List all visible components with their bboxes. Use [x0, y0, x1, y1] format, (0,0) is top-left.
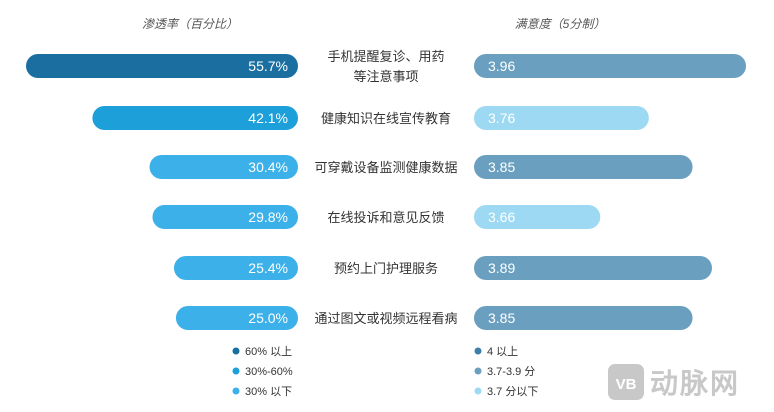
right-bar: [474, 306, 693, 330]
right-bar-value-label: 3.76: [488, 110, 515, 126]
category-label: 预约上门护理服务: [334, 261, 438, 276]
category-label: 健康知识在线宣传教育: [321, 111, 451, 126]
legend-label: 3.7-3.9 分: [487, 365, 535, 378]
left-bar-value-label: 25.0%: [248, 310, 288, 326]
right-bar-value-label: 3.89: [488, 260, 515, 276]
legend-label: 30%-60%: [245, 366, 293, 378]
watermark-text: 动脉网: [650, 368, 740, 399]
right-bar: [474, 54, 746, 78]
left-bar: [152, 205, 298, 229]
left-bar-value-label: 29.8%: [248, 209, 288, 225]
watermark-logo-text: VB: [616, 376, 637, 393]
left-bar-value-label: 55.7%: [248, 58, 288, 74]
right-bar: [474, 106, 649, 130]
right-bar-value-label: 3.66: [488, 209, 515, 225]
category-label: 在线投诉和意见反馈: [327, 210, 444, 225]
right-bar-value-label: 3.85: [488, 159, 515, 175]
left-bar: [175, 306, 298, 330]
left-bar-value-label: 25.4%: [248, 260, 288, 276]
right-bar: [474, 205, 601, 229]
right-bar: [474, 155, 693, 179]
category-label: 可穿戴设备监测健康数据: [314, 160, 457, 175]
right-axis-title: 满意度（5分制）: [515, 17, 606, 31]
left-bar-value-label: 42.1%: [248, 110, 288, 126]
left-bar: [173, 256, 298, 280]
legend-dot: [474, 347, 482, 355]
left-bar: [26, 54, 298, 78]
category-label: 手机提醒复诊、用药: [327, 49, 444, 64]
legend-dot: [474, 367, 482, 375]
legend-label: 4 以上: [487, 345, 518, 358]
category-label: 等注意事项: [353, 69, 418, 84]
right-bar-value-label: 3.96: [488, 58, 515, 74]
legends-group: 60% 以上 30%-60% 30% 以下 4 以上 3.7-3.9 分 3.7 分以下: [232, 345, 538, 398]
legend-dot: [474, 387, 482, 395]
legend-dot: [232, 367, 240, 375]
right-bar-value-label: 3.85: [488, 310, 515, 326]
right-bar: [474, 256, 712, 280]
category-label: 通过图文或视频远程看病: [314, 311, 457, 326]
watermark-logo-icon: [608, 364, 644, 400]
legend-label: 30% 以下: [245, 386, 292, 398]
legend-dot: [232, 387, 240, 395]
watermark: VB 动脉网: [608, 364, 740, 400]
left-bar: [92, 106, 298, 130]
legend-label: 3.7 分以下: [487, 385, 538, 398]
left-bar: [149, 155, 298, 179]
legend-label: 60% 以上: [245, 345, 292, 358]
left-bar-value-label: 30.4%: [248, 159, 288, 175]
left-axis-title: 渗透率（百分比）: [142, 17, 238, 31]
legend-dot: [232, 347, 240, 355]
